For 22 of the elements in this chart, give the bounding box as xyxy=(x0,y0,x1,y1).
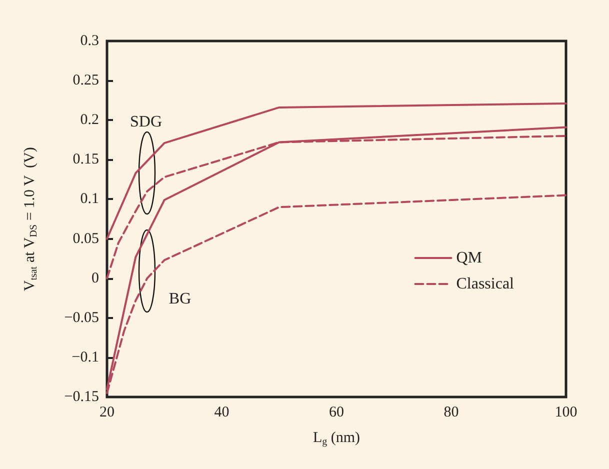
x-tick-label: 80 xyxy=(444,404,459,420)
line-series xyxy=(106,126,567,390)
x-tick-label: 20 xyxy=(100,404,114,420)
y-tick-label: 0.05 xyxy=(72,230,99,247)
y-axis-title: Vtsat at VDS = 1.0 V (V) xyxy=(22,147,40,292)
x-tick-label: 60 xyxy=(329,404,344,420)
y-tick-label: 0 xyxy=(92,270,99,286)
annotation: SDG xyxy=(130,114,162,130)
y-tick-label: 0.2 xyxy=(80,112,99,128)
y-tick-label: −0.05 xyxy=(64,310,99,326)
y-tick-label: 0.3 xyxy=(80,33,99,49)
legend-label: Classical xyxy=(456,276,515,292)
legend-label: QM xyxy=(456,250,482,266)
y-tick-label: −0.1 xyxy=(72,349,99,366)
y-tick-label: 0.1 xyxy=(80,191,99,208)
y-tick-label: −0.15 xyxy=(64,389,99,405)
x-tick-label: 100 xyxy=(554,404,578,420)
annotation: BG xyxy=(168,290,192,308)
y-tick-label: 0.15 xyxy=(72,152,99,168)
line-series xyxy=(106,102,567,240)
y-tick-label: 0.25 xyxy=(72,72,99,89)
x-tick-label: 40 xyxy=(214,404,230,420)
